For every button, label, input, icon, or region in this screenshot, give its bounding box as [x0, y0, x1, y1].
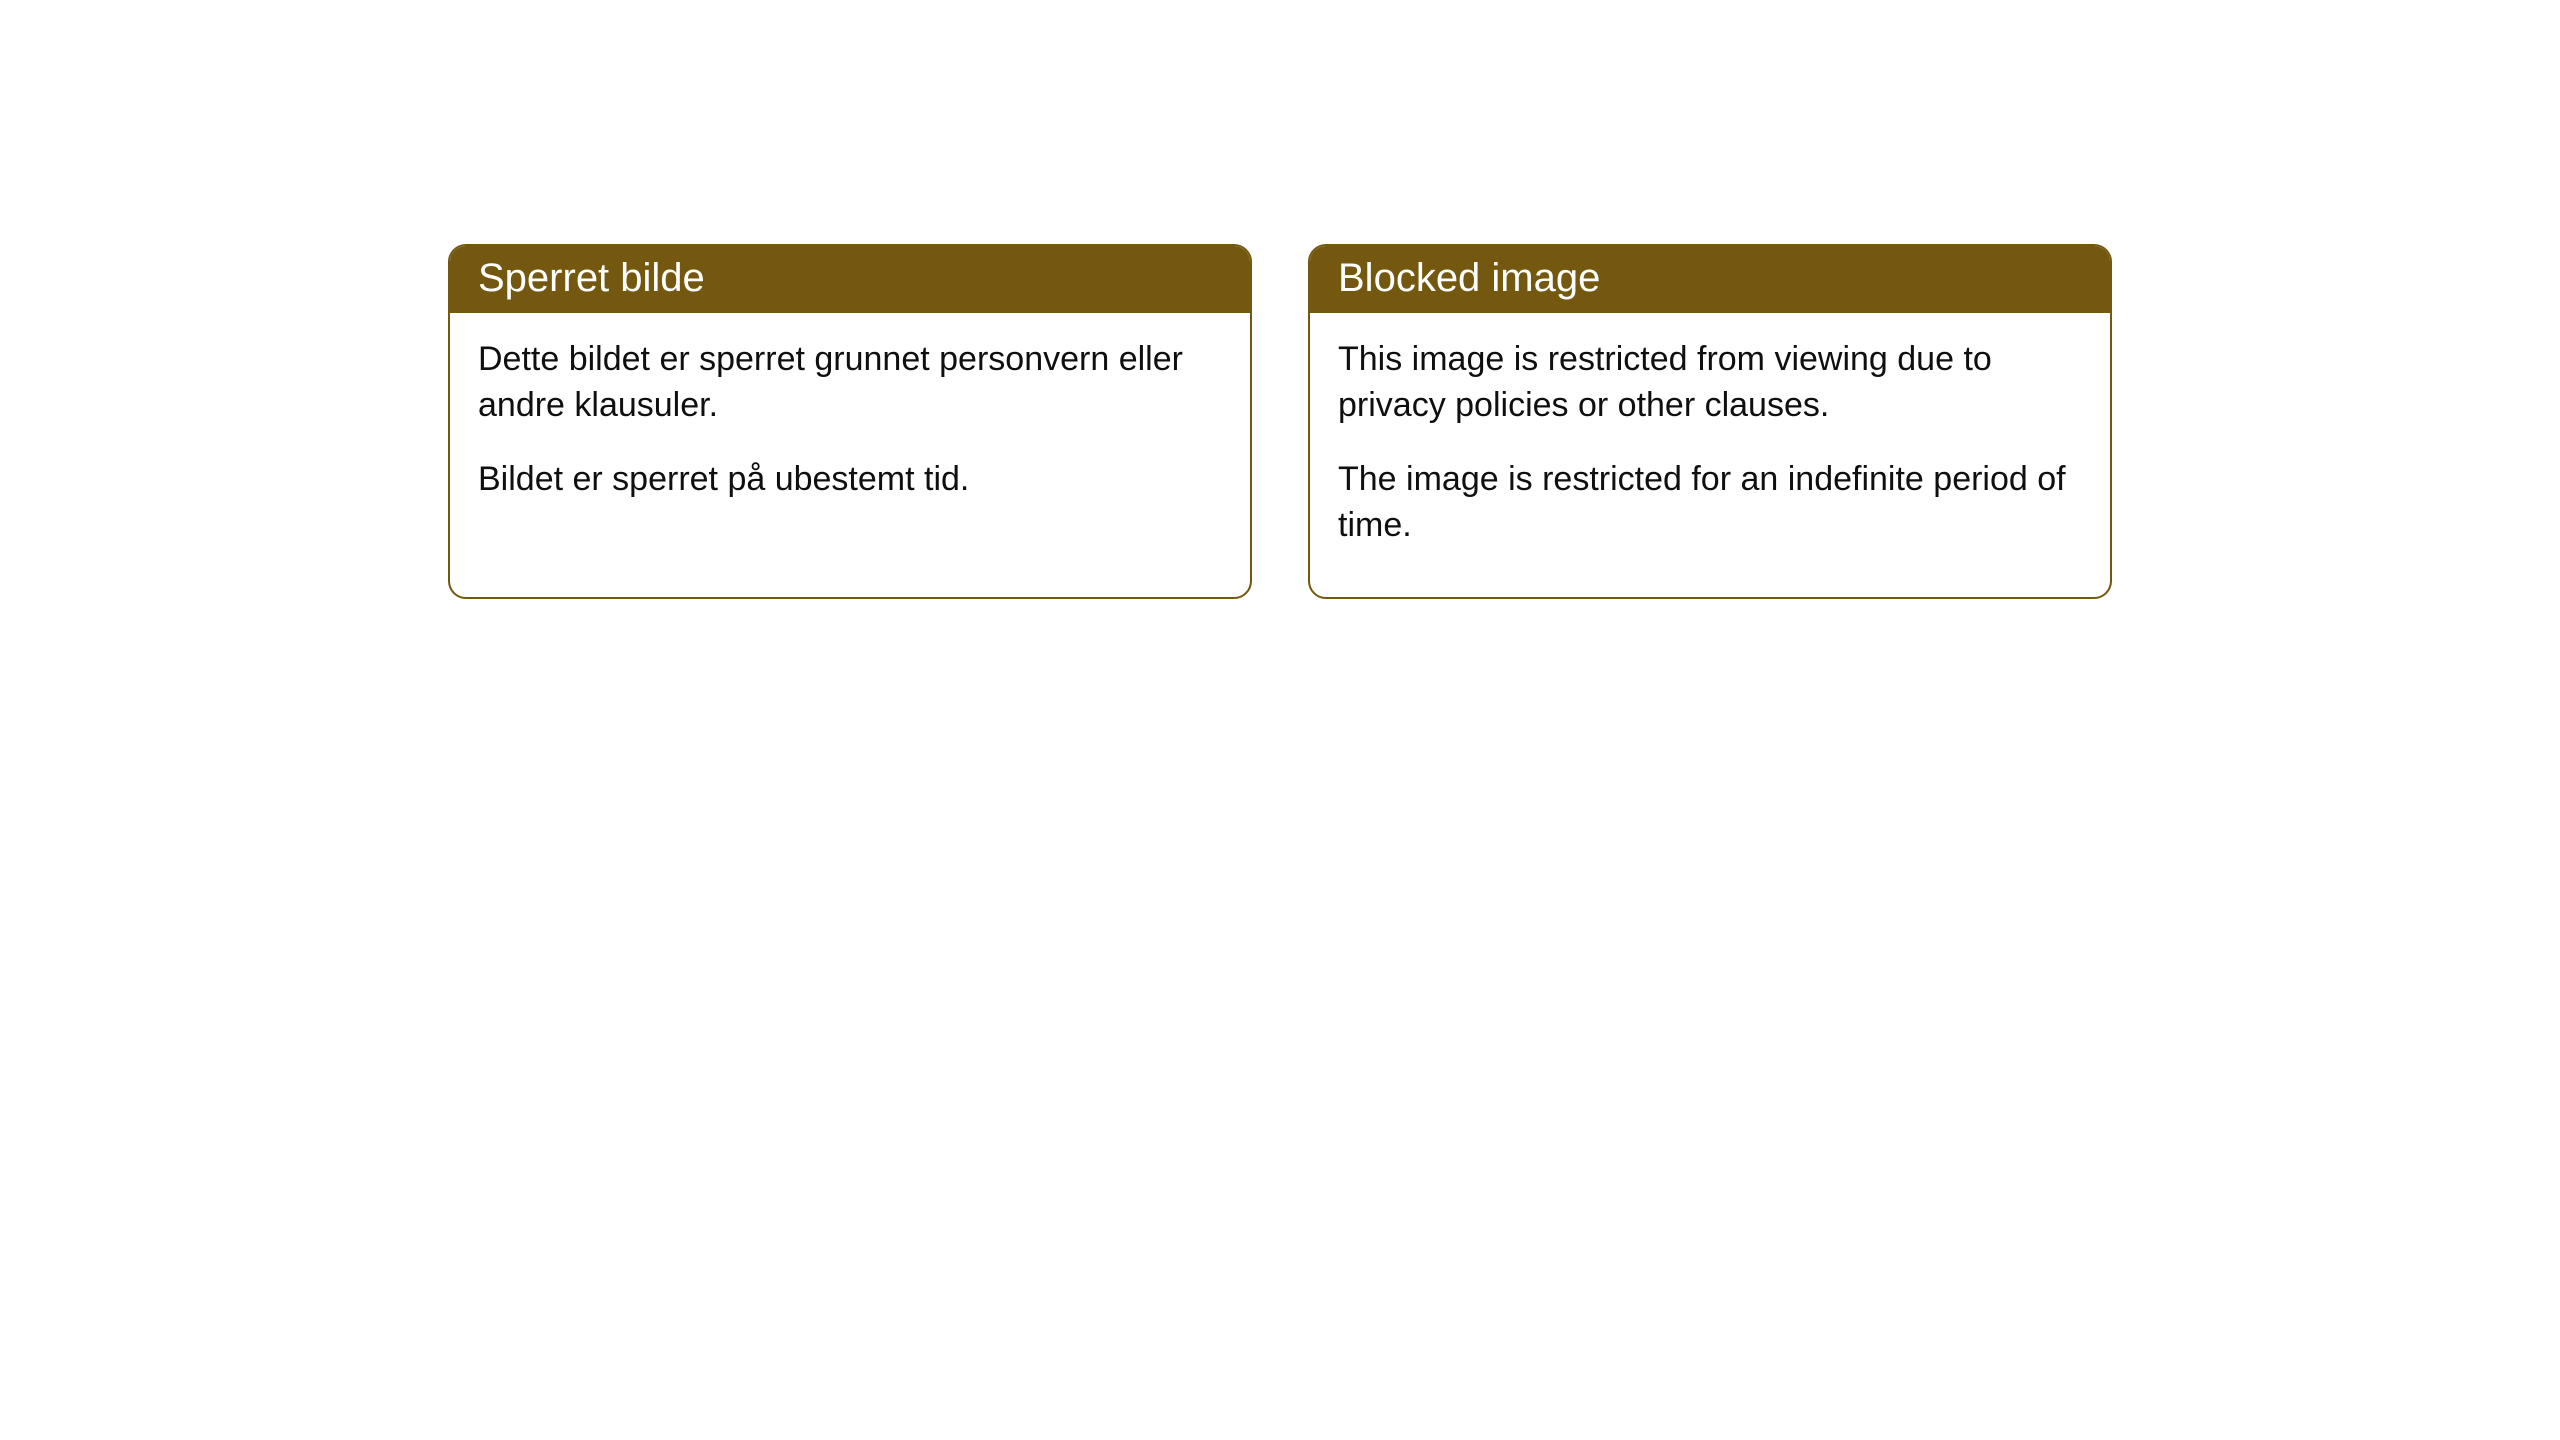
card-paragraph: Dette bildet er sperret grunnet personve…: [478, 337, 1222, 429]
card-paragraph: Bildet er sperret på ubestemt tid.: [478, 457, 1222, 503]
blocked-image-card-norwegian: Sperret bilde Dette bildet er sperret gr…: [448, 244, 1252, 599]
cards-container: Sperret bilde Dette bildet er sperret gr…: [0, 0, 2560, 599]
card-body: Dette bildet er sperret grunnet personve…: [450, 313, 1250, 551]
card-header: Blocked image: [1310, 246, 2110, 313]
card-header: Sperret bilde: [450, 246, 1250, 313]
card-paragraph: This image is restricted from viewing du…: [1338, 337, 2082, 429]
blocked-image-card-english: Blocked image This image is restricted f…: [1308, 244, 2112, 599]
card-body: This image is restricted from viewing du…: [1310, 313, 2110, 597]
card-paragraph: The image is restricted for an indefinit…: [1338, 457, 2082, 549]
